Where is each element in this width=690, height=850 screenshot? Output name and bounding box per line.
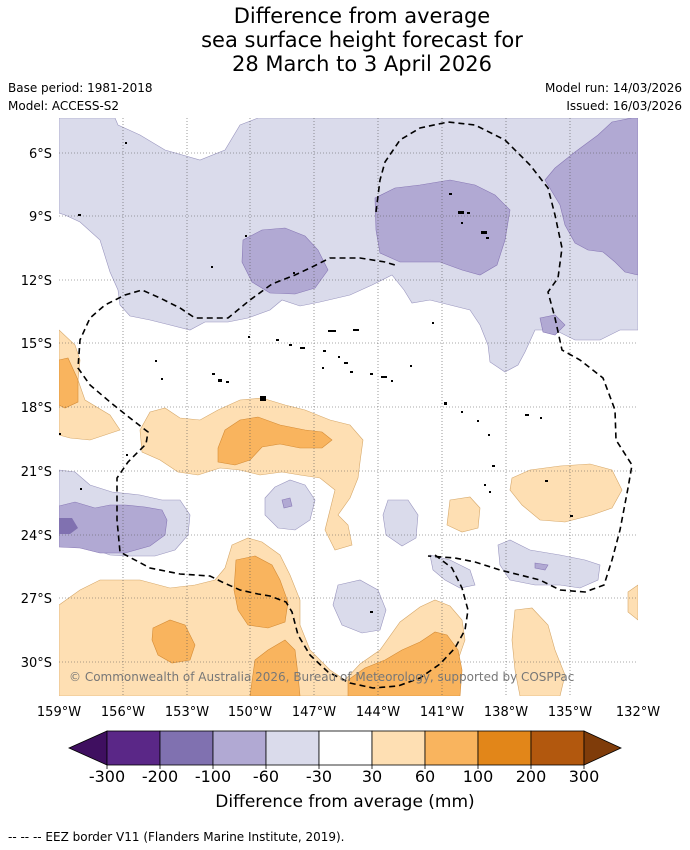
lon-label: 159°W xyxy=(37,705,81,720)
colorbar-segment xyxy=(424,730,479,766)
lat-label: 6°S xyxy=(29,147,52,162)
issued-date: Issued: 16/03/2026 xyxy=(566,99,682,113)
meta-left: Base period: 1981-2018 Model: ACCESS-S2 xyxy=(8,79,153,115)
colorbar-tick-label: 30 xyxy=(362,767,382,786)
lat-label: 21°S xyxy=(21,465,52,480)
colorbar-tick-label: -100 xyxy=(195,767,231,786)
lon-label: 153°W xyxy=(165,705,209,720)
colorbar-segment xyxy=(530,730,585,766)
title-line-2: sea surface height forecast for xyxy=(201,28,523,52)
anomaly-plus60-region xyxy=(59,357,463,696)
anomaly-minus60-region xyxy=(59,118,638,571)
title-line-1: Difference from average xyxy=(233,4,491,28)
map-title: Difference from average sea surface heig… xyxy=(0,4,690,76)
colorbar-tick-label: -30 xyxy=(306,767,332,786)
colorbar-segment xyxy=(159,730,214,766)
colorbar-segment xyxy=(106,730,161,766)
lat-label: 30°S xyxy=(21,656,52,671)
colorbar-tick-label: -200 xyxy=(142,767,178,786)
colorbar-extend-high xyxy=(583,730,622,766)
lat-label: 9°S xyxy=(29,210,52,225)
lat-label: 18°S xyxy=(21,401,52,416)
lat-label: 15°S xyxy=(21,337,52,352)
lon-label: 132°W xyxy=(616,705,660,720)
lon-label: 135°W xyxy=(548,705,592,720)
colorbar-tick-label: -60 xyxy=(253,767,279,786)
lat-label: 12°S xyxy=(21,274,52,289)
colorbar-segment xyxy=(212,730,267,766)
map-plot: © Commonwealth of Australia 2026, Bureau… xyxy=(59,118,638,696)
colorbar-extend-low xyxy=(68,730,108,766)
longitude-axis: 159°W 156°W 153°W 150°W 147°W 144°W 141°… xyxy=(37,705,660,720)
islands xyxy=(59,142,573,613)
model-name: Model: ACCESS-S2 xyxy=(8,99,120,113)
colorbar-segment xyxy=(371,730,426,766)
lon-label: 141°W xyxy=(420,705,464,720)
colorbar-tick-label: 300 xyxy=(569,767,600,786)
anomaly-minus30-region xyxy=(59,118,638,634)
colorbar-segment xyxy=(318,730,373,766)
colorbar: -300 -200 -100 -60 -30 30 60 100 200 300 xyxy=(68,730,622,786)
colorbar-tick-label: 100 xyxy=(463,767,494,786)
colorbar-segment xyxy=(477,730,532,766)
lon-label: 156°W xyxy=(101,705,145,720)
base-period: Base period: 1981-2018 xyxy=(8,81,153,95)
colorbar-tick-label: 60 xyxy=(415,767,435,786)
model-run: Model run: 14/03/2026 xyxy=(544,81,682,95)
meta-right: Model run: 14/03/2026 Issued: 16/03/2026 xyxy=(545,79,682,115)
eez-legend-note: -- -- -- EEZ border V11 (Flanders Marine… xyxy=(8,830,345,844)
eez-border xyxy=(77,121,633,689)
colorbar-title: Difference from average (mm) xyxy=(215,792,475,812)
lat-label: 24°S xyxy=(21,529,52,544)
copyright-notice: © Commonwealth of Australia 2026, Bureau… xyxy=(69,670,574,684)
lon-label: 138°W xyxy=(484,705,528,720)
title-line-3: 28 March to 3 April 2026 xyxy=(232,52,492,76)
colorbar-segment xyxy=(265,730,320,766)
lon-label: 144°W xyxy=(356,705,400,720)
lat-label: 27°S xyxy=(21,592,52,607)
graticule xyxy=(59,118,638,696)
lon-label: 147°W xyxy=(292,705,336,720)
lon-label: 150°W xyxy=(228,705,272,720)
colorbar-tick-label: -300 xyxy=(89,767,125,786)
latitude-axis: 6°S 9°S 12°S 15°S 18°S 21°S 24°S 27°S 30… xyxy=(21,147,52,671)
colorbar-tick-label: 200 xyxy=(516,767,547,786)
anomaly-minus100-region xyxy=(59,518,78,534)
